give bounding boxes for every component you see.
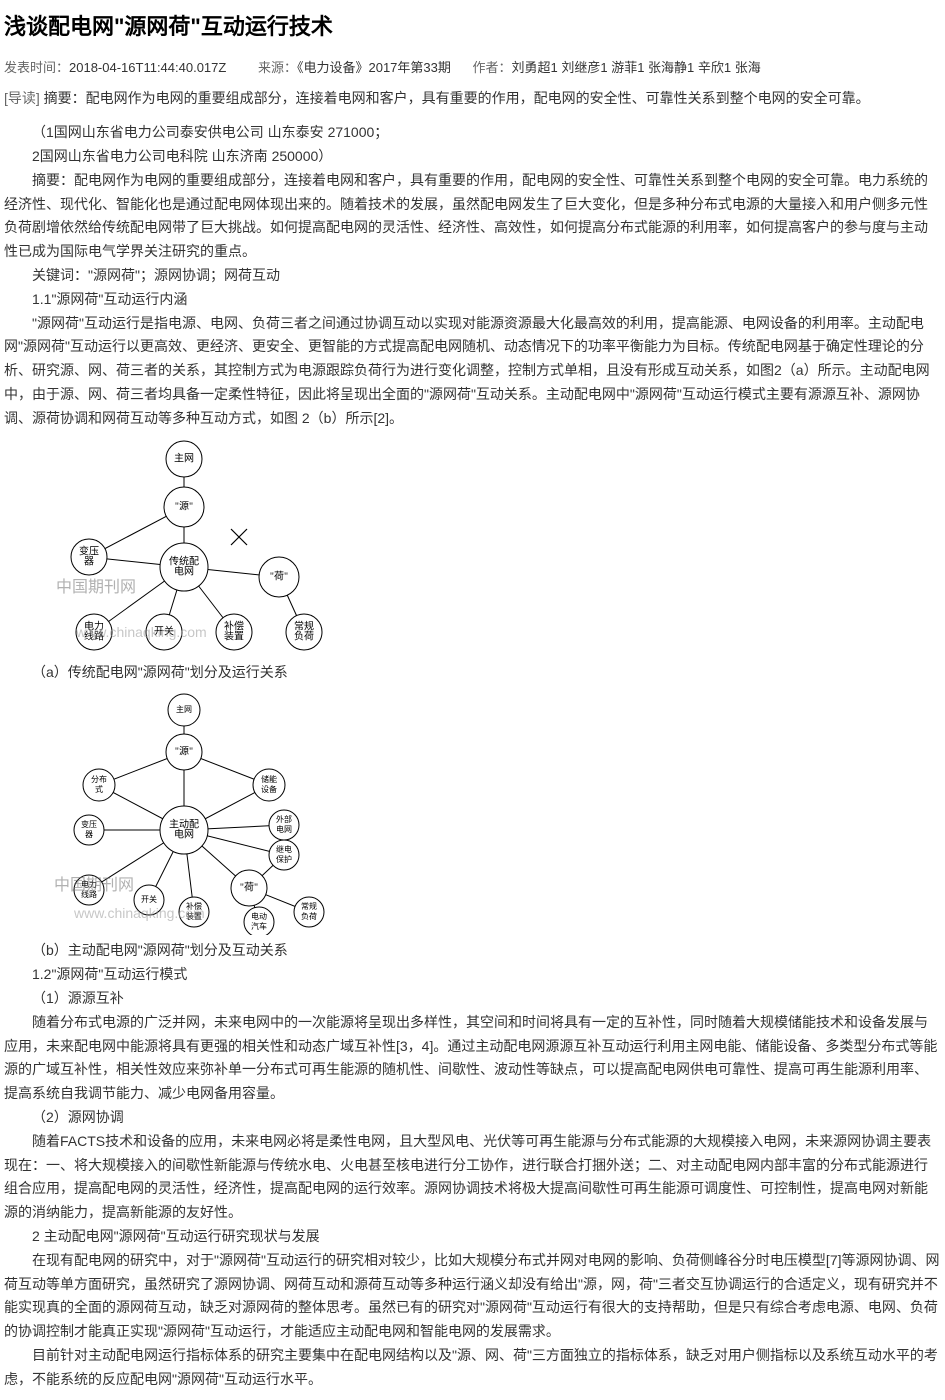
affiliation-1: （1国网山东省电力公司泰安供电公司 山东泰安 271000； (4, 121, 941, 145)
article-title: 浅谈配电网"源网荷"互动运行技术 (4, 8, 941, 45)
source-value: 《电力设备》2017年第33期 (297, 60, 451, 75)
svg-text:汽车: 汽车 (251, 921, 267, 931)
affiliation-2: 2国网山东省电力公司电科院 山东济南 250000） (4, 145, 941, 169)
svg-text:主网: 主网 (174, 452, 194, 464)
svg-text:电网: 电网 (174, 564, 194, 577)
lead-tag: [导读] (4, 90, 44, 106)
svg-text:主网: 主网 (176, 704, 192, 714)
lead-abstract: [导读] 摘要：配电网作为电网的重要组成部分，连接着电网和客户，具有重要的作用，… (4, 87, 941, 111)
svg-text:装置: 装置 (224, 629, 244, 642)
article-body: （1国网山东省电力公司泰安供电公司 山东泰安 271000； 2国网山东省电力公… (4, 121, 941, 1391)
pub-time-label: 发表时间： (4, 60, 69, 75)
para-2: 随着分布式电源的广泛并网，未来电网中的一次能源将呈现出多样性，其空间和时间将具有… (4, 1011, 941, 1106)
figure-a: 主网"源"变压器传统配电网"荷"电力线路开关补偿装置常规负荷中国期刊网www.c… (34, 437, 941, 657)
figure-b-caption: （b）主动配电网"源网荷"划分及互动关系 (4, 939, 941, 963)
para-4: 在现有配电网的研究中，对于"源网荷"互动运行的研究相对较少，比如大规模分布式并网… (4, 1249, 941, 1344)
svg-text:负荷: 负荷 (294, 629, 314, 642)
author-value: 刘勇超1 刘继彦1 游菲1 张海静1 辛欣1 张海 (512, 60, 761, 75)
keywords: 关键词："源网荷"；源网协调；网荷互动 (4, 264, 941, 288)
svg-text:www.chinaqking.com: www.chinaqking.com (73, 905, 205, 921)
diagram-a-svg: 主网"源"变压器传统配电网"荷"电力线路开关补偿装置常规负荷中国期刊网www.c… (34, 437, 334, 657)
figure-b: 主网"源"分布式储能设备变压器主动配电网外部电网继电保护"荷"电力线路开关补偿装… (34, 690, 941, 935)
svg-text:开关: 开关 (141, 894, 157, 904)
svg-text:中国期刊网: 中国期刊网 (54, 876, 134, 894)
source-label: 来源： (258, 60, 297, 75)
svg-text:www.chinaqking.com: www.chinaqking.com (75, 624, 207, 640)
para-1: "源网荷"互动运行是指电源、电网、负荷三者之间通过协调互动以实现对能源资源最大化… (4, 312, 941, 431)
pub-time-value: 2018-04-16T11:44:40.017Z (69, 60, 226, 75)
section-1-2-2: （2）源网协调 (4, 1106, 941, 1130)
diagram-b-svg: 主网"源"分布式储能设备变压器主动配电网外部电网继电保护"荷"电力线路开关补偿装… (34, 690, 334, 935)
svg-text:电网: 电网 (174, 828, 194, 841)
svg-text:器: 器 (84, 555, 94, 567)
svg-text:常规: 常规 (301, 901, 317, 911)
svg-text:器: 器 (85, 830, 93, 839)
svg-text:"荷": "荷" (240, 882, 258, 894)
section-1-2-1: （1）源源互补 (4, 987, 941, 1011)
svg-text:设备: 设备 (261, 784, 277, 794)
svg-text:中国期刊网: 中国期刊网 (56, 578, 136, 596)
abstract: 摘要：配电网作为电网的重要组成部分，连接着电网和客户，具有重要的作用，配电网的安… (4, 169, 941, 264)
svg-text:式: 式 (95, 784, 103, 794)
svg-text:分布: 分布 (91, 774, 107, 784)
svg-text:负荷: 负荷 (301, 911, 317, 921)
para-5: 目前针对主动配电网运行指标体系的研究主要集中在配电网结构以及"源、网、荷"三方面… (4, 1344, 941, 1392)
section-1-2: 1.2"源网荷"互动运行模式 (4, 963, 941, 987)
svg-text:"源": "源" (175, 499, 193, 512)
author-label: 作者： (473, 60, 512, 75)
figure-a-caption: （a）传统配电网"源网荷"划分及运行关系 (4, 661, 941, 685)
svg-text:保护: 保护 (276, 854, 292, 864)
svg-text:"荷": "荷" (270, 570, 288, 582)
section-1-1: 1.1"源网荷"互动运行内涵 (4, 288, 941, 312)
article-meta: 发表时间：2018-04-16T11:44:40.017Z 来源：《电力设备》2… (4, 57, 941, 79)
svg-text:继电: 继电 (276, 844, 292, 854)
section-2: 2 主动配电网"源网荷"互动运行研究现状与发展 (4, 1225, 941, 1249)
para-3: 随着FACTS技术和设备的应用，未来电网必将是柔性电网，且大型风电、光伏等可再生… (4, 1130, 941, 1225)
svg-text:外部: 外部 (276, 814, 292, 824)
svg-text:变压: 变压 (81, 819, 97, 829)
svg-text:"源": "源" (175, 745, 193, 758)
svg-text:储能: 储能 (261, 774, 277, 784)
svg-text:电网: 电网 (276, 824, 292, 834)
lead-text: 摘要：配电网作为电网的重要组成部分，连接着电网和客户，具有重要的作用，配电网的安… (44, 90, 870, 106)
svg-text:电动: 电动 (251, 911, 267, 921)
